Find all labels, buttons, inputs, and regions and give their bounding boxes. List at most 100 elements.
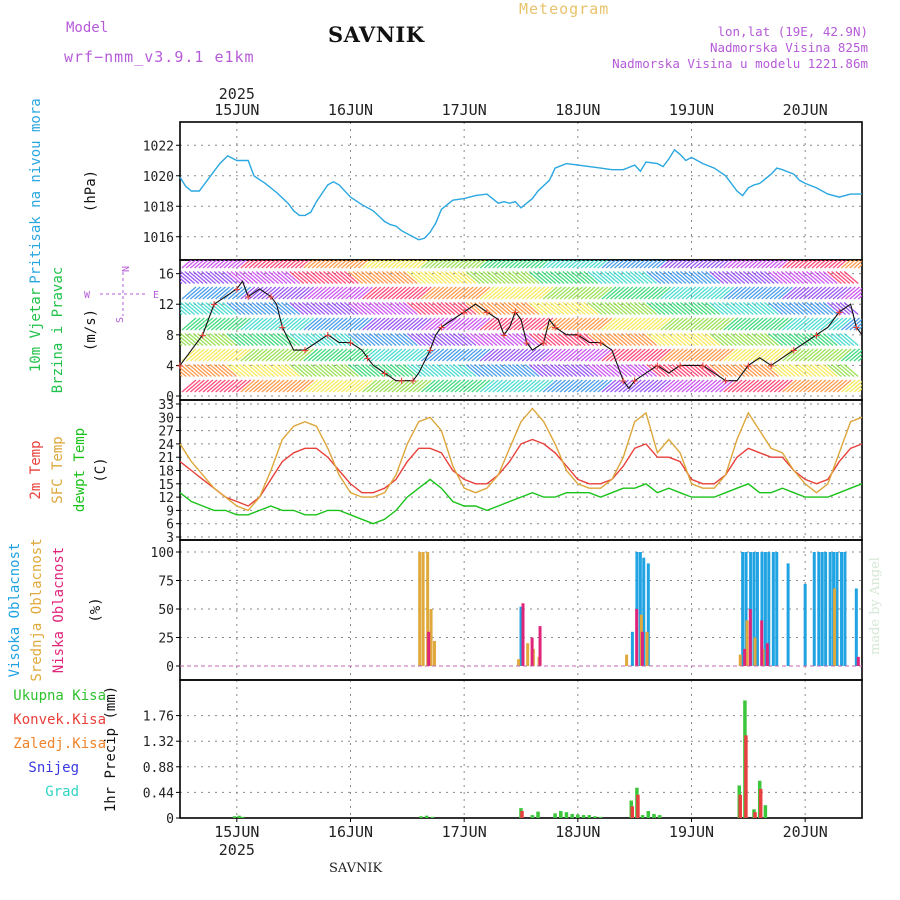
wind-barb — [446, 260, 457, 269]
wind-barb — [223, 348, 239, 362]
wind-barb — [198, 317, 214, 331]
wind-barb — [364, 271, 380, 284]
wind-barb — [247, 302, 263, 315]
bar-precip_total — [570, 813, 574, 818]
wind-barb — [324, 348, 340, 362]
wind-barb — [688, 333, 704, 346]
wind-barb — [780, 364, 796, 377]
wind-barb — [332, 379, 348, 393]
wind-barb — [642, 271, 658, 284]
wind-barb — [516, 364, 532, 377]
bar-precip_conv — [758, 788, 763, 818]
wind-barb — [499, 364, 515, 377]
wind-barb — [614, 286, 630, 300]
wind-barb — [685, 286, 701, 300]
wind-barb — [705, 271, 721, 284]
bar-cloud_mid — [526, 643, 530, 666]
wind-barb — [192, 364, 208, 377]
bar-cloud_high — [828, 552, 832, 666]
wind-barb — [301, 364, 317, 377]
wind-barb — [390, 333, 406, 346]
side-label: SFC Temp — [50, 436, 66, 503]
wind-barb — [597, 317, 613, 331]
wind-barb — [185, 379, 201, 393]
wind-barb — [343, 333, 359, 346]
wind-barb — [374, 348, 390, 362]
wind-barb — [693, 286, 709, 300]
wind-barb — [320, 286, 336, 300]
wind-barb — [534, 348, 550, 362]
wind-barb — [450, 379, 466, 393]
wind-barb — [660, 286, 676, 300]
wind-barb — [310, 364, 326, 377]
precip-legend-label: Grad — [45, 784, 79, 800]
wind-barb — [555, 379, 571, 393]
wind-barb — [446, 286, 462, 300]
wind-barb — [559, 286, 575, 300]
wind-barb — [310, 271, 326, 284]
y-tick-label: 1020 — [143, 170, 174, 185]
wind-barb — [731, 379, 747, 393]
wind-gust-mark: + — [836, 305, 843, 319]
wind-barb — [651, 286, 667, 300]
wind-barb — [349, 317, 365, 331]
wind-barb — [744, 286, 760, 300]
wind-barb — [663, 302, 679, 315]
wind-barb — [488, 286, 504, 300]
wind-barb — [534, 379, 550, 393]
wind-barb — [390, 302, 406, 315]
wind-barb — [723, 260, 735, 269]
wind-gust-mark: + — [301, 343, 308, 357]
wind-barb — [492, 348, 508, 362]
wind-barb — [595, 302, 611, 315]
wind-barb — [394, 364, 410, 377]
wind-barb — [574, 333, 590, 346]
wind-barb — [185, 260, 197, 269]
wind-barb — [759, 302, 775, 315]
wind-barb — [362, 286, 378, 300]
wind-barb — [450, 286, 466, 300]
wind-barb — [843, 271, 859, 284]
wind-barb — [402, 333, 418, 346]
wind-barb — [244, 286, 260, 300]
wind-barb — [651, 348, 667, 362]
side-label: 10m Vjetar — [28, 288, 44, 372]
wind-barb — [713, 271, 729, 284]
wind-barb — [633, 271, 649, 284]
wind-barb — [332, 286, 348, 300]
wind-barb — [672, 379, 688, 393]
wind-barb — [773, 260, 785, 269]
wind-barb — [198, 348, 214, 362]
wind-barb — [667, 302, 683, 315]
wind-barb — [248, 286, 264, 300]
wind-gust-mark: + — [324, 328, 331, 342]
wind-barb — [433, 317, 449, 331]
wind-barb — [315, 260, 327, 269]
wind-barb — [432, 364, 448, 377]
wind-barb — [437, 260, 449, 269]
wind-barb — [726, 333, 742, 346]
wind-barb — [685, 348, 701, 362]
wind-barb — [597, 348, 613, 362]
wind-barb — [462, 260, 474, 269]
wind-barb — [206, 379, 222, 393]
wind-barb — [553, 302, 569, 315]
wind-barb — [587, 333, 603, 346]
wind-barb — [213, 302, 229, 315]
wind-barb — [307, 317, 323, 331]
wind-barb — [789, 333, 805, 346]
compass-s: S — [115, 317, 126, 323]
wind-barb — [238, 364, 254, 377]
wind-barb — [276, 333, 292, 346]
wind-barb — [265, 260, 277, 269]
wind-barb — [612, 364, 628, 377]
wind-barb — [261, 348, 277, 362]
wind-barb — [651, 260, 663, 269]
wind-barb — [315, 379, 331, 393]
wind-barb — [236, 348, 252, 362]
wind-barb — [513, 260, 525, 269]
wind-barb — [782, 317, 798, 331]
y-tick-label: 27 — [158, 425, 174, 440]
wind-barb — [595, 364, 611, 377]
wind-barb — [562, 364, 578, 377]
